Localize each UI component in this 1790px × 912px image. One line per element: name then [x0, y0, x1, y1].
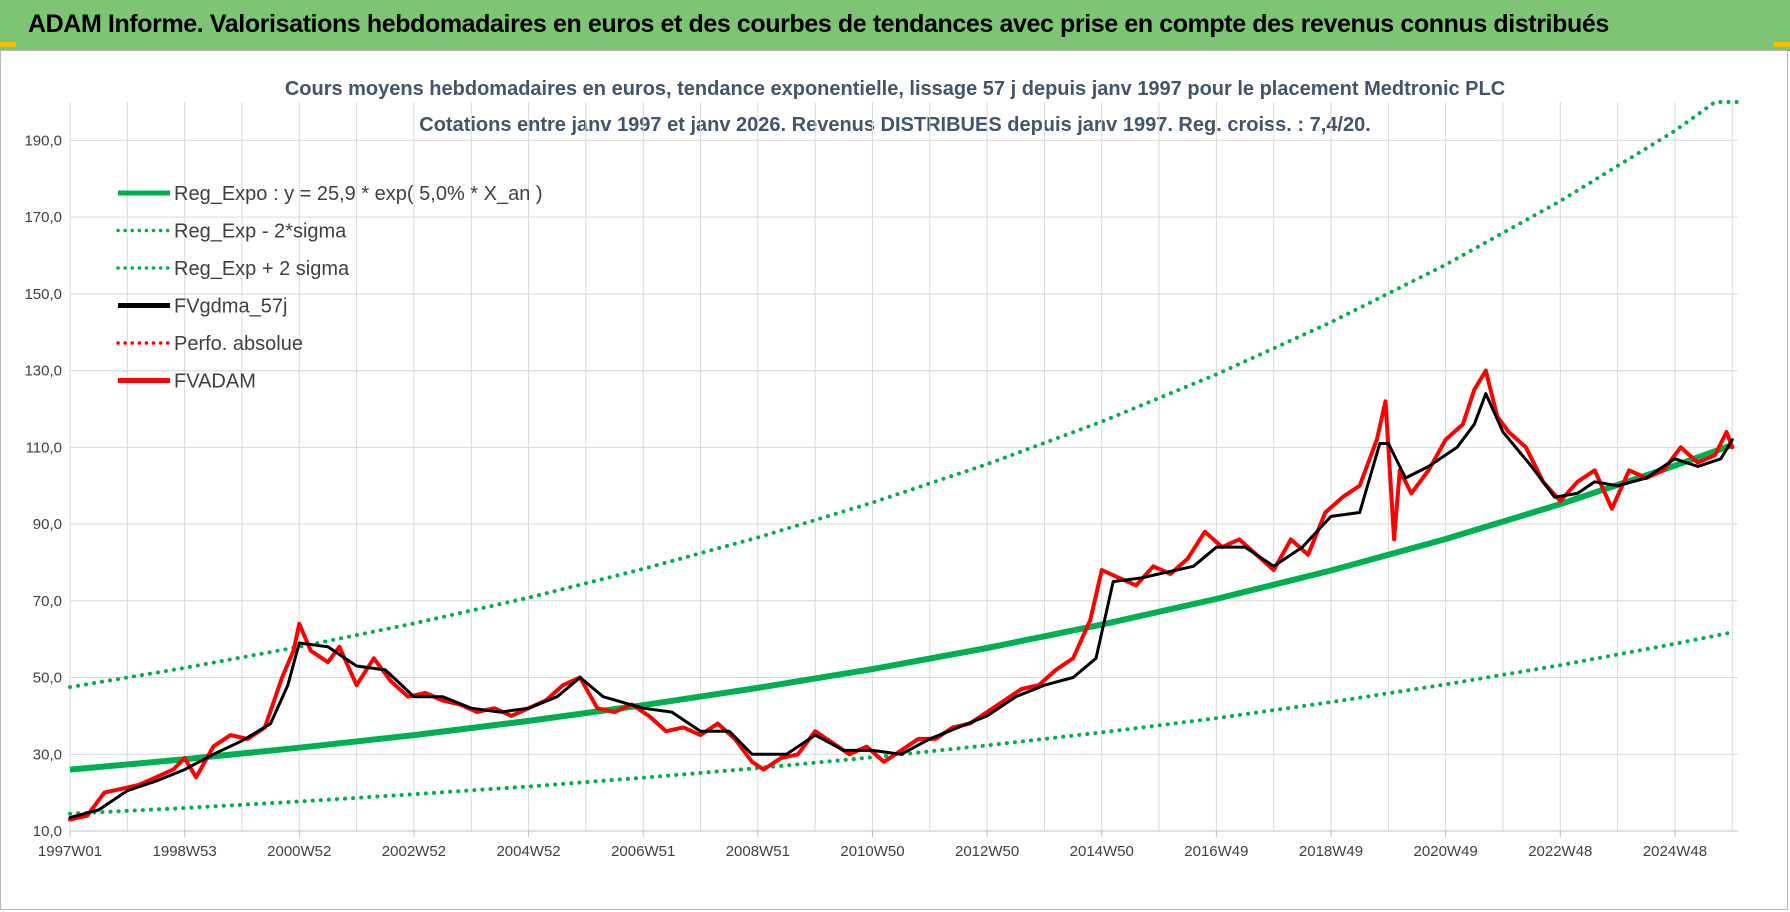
x-tick-label: 2000W52: [267, 843, 331, 860]
x-tick-label: 2020W49: [1414, 843, 1478, 860]
series-line-3: [68, 392, 1734, 820]
report-banner: ADAM Informe. Valorisations hebdomadaire…: [0, 0, 1790, 51]
legend-label: FVgdma_57j: [174, 296, 287, 318]
series-line-0: [69, 442, 1734, 773]
y-tick-label: 70,0: [33, 593, 62, 610]
x-tick-label: 2022W48: [1528, 843, 1592, 860]
x-tick-label: 2014W50: [1070, 843, 1134, 860]
legend-label: Perfo. absolue: [174, 333, 303, 355]
y-tick-label: 170,0: [24, 209, 62, 226]
x-tick-label: 1997W01: [38, 843, 102, 860]
y-tick-label: 10,0: [33, 823, 62, 840]
y-tick-label: 30,0: [33, 746, 62, 763]
x-tick-label: 2002W52: [382, 843, 446, 860]
y-tick-label: 190,0: [24, 132, 62, 149]
y-tick-label: 130,0: [24, 363, 62, 380]
x-tick-label: 2004W52: [496, 843, 560, 860]
legend: Reg_Expo : y = 25,9 * exp( 5,0% * X_an )…: [116, 183, 543, 393]
y-tick-label: 90,0: [33, 516, 62, 533]
x-tick-label: 2024W48: [1643, 843, 1707, 860]
report-title: ADAM Informe. Valorisations hebdomadaire…: [28, 10, 1609, 38]
chart-title-line-2: Cotations entre janv 1997 et janv 2026. …: [419, 114, 1371, 136]
x-tick-label: 2018W49: [1299, 843, 1363, 860]
x-tick-label: 2008W51: [726, 843, 790, 860]
legend-label: FVADAM: [174, 371, 256, 393]
y-tick-label: 150,0: [24, 286, 62, 303]
axes: 10,0 30,0 50,0 70,0 90,0 110,0 130,0 150,0 170,0…: [24, 132, 1738, 860]
x-tick-label: 2012W50: [955, 843, 1019, 860]
series-line-4: [68, 368, 1735, 822]
grid: [69, 102, 1738, 832]
chart-title-line-1: Cours moyens hebdomadaires en euros, ten…: [285, 78, 1505, 100]
legend-label: Reg_Exp - 2*sigma: [174, 221, 347, 243]
corner-marker-right: [1774, 42, 1790, 47]
x-tick-label: 2016W49: [1184, 843, 1248, 860]
series-line-2: [68, 100, 1740, 690]
x-tick-label: 2010W50: [840, 843, 904, 860]
x-tick-label: 2006W51: [611, 843, 675, 860]
corner-marker-left: [0, 42, 16, 47]
x-tick-label: 1998W53: [153, 843, 217, 860]
legend-label: Reg_Expo : y = 25,9 * exp( 5,0% * X_an ): [174, 183, 543, 205]
chart-frame: [0, 50, 1788, 910]
series-line-1: [68, 630, 1735, 816]
legend-label: Reg_Exp + 2 sigma: [174, 258, 350, 280]
y-tick-label: 110,0: [26, 439, 62, 456]
series-group: [68, 100, 1740, 822]
y-tick-label: 50,0: [33, 670, 62, 687]
